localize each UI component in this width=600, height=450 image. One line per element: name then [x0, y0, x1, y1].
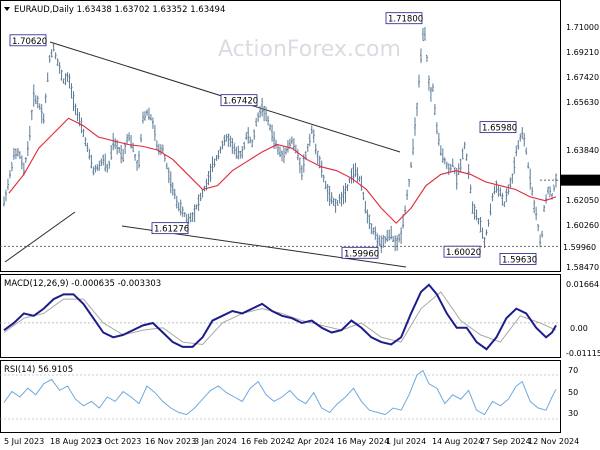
x-tick: 3 Jan 2024 [194, 437, 237, 446]
price-annotation-label: 1.65980 [482, 124, 517, 134]
price-panel [0, 0, 561, 272]
x-tick: 2 Apr 2024 [290, 437, 334, 446]
macd-y-tick: 0.01664 [566, 280, 599, 289]
macd-line [3, 283, 557, 351]
moving-average-layer [8, 117, 557, 224]
moving-average-line [8, 117, 557, 224]
rsi-title: RSI(14) 56.9105 [4, 365, 73, 375]
x-tick: 16 May 2024 [337, 437, 389, 446]
price-y-axis: 1.71000 1.69210 1.67420 1.65630 1.63840 … [566, 23, 599, 272]
current-price-tag: 1.63494 [563, 177, 596, 186]
rsi-panel [0, 360, 561, 433]
rsi-y-tick: 70 [568, 366, 578, 375]
x-tick: 1 Jul 2024 [386, 437, 426, 446]
price-y-tick: 1.63840 [566, 146, 599, 155]
price-series-layer [3, 26, 557, 254]
macd-title: MACD(12,26,9) -0.000635 -0.003303 [4, 279, 161, 289]
price-annotation-label: 1.60020 [446, 248, 481, 258]
watermark: ActionForex.com [218, 37, 401, 62]
x-tick: 27 Sep 2024 [480, 437, 531, 446]
price-annotation-box [151, 222, 189, 235]
price-annotation-label: 1.67420 [223, 97, 258, 107]
rsi-y-tick: 30 [568, 409, 578, 418]
price-y-tick: 1.67420 [566, 73, 599, 82]
rising-support-line [4, 211, 76, 263]
x-tick: 5 Jul 2023 [4, 437, 44, 446]
price-y-tick: 1.71000 [566, 23, 599, 32]
price-chart-title: EURAUD,Daily 1.63438 1.63702 1.63352 1.6… [14, 5, 225, 15]
price-annotation-box [220, 94, 258, 107]
x-tick: 14 Aug 2024 [432, 437, 483, 446]
rsi-y-axis: 70 50 30 [568, 366, 578, 418]
x-axis: 5 Jul 2023 18 Aug 2023 3 Oct 2023 16 Nov… [4, 437, 579, 446]
reference-level-tag: 1.59960 [563, 243, 596, 252]
macd-y-tick: -0.01115 [566, 349, 600, 358]
price-annotation-box [9, 34, 47, 47]
price-annotation-box [385, 12, 423, 25]
price-annotation-box [479, 121, 517, 134]
price-annotation-box [341, 246, 379, 259]
macd-y-tick: 0.00 [570, 324, 588, 333]
price-y-tick: 1.60260 [566, 221, 599, 230]
macd-layer [0, 283, 560, 351]
rsi-y-tick: 50 [568, 388, 578, 397]
rsi-layer [0, 369, 560, 420]
price-y-tick: 1.62050 [566, 196, 599, 205]
price-annotation-label: 1.70620 [12, 37, 47, 47]
x-tick: 3 Oct 2023 [97, 437, 141, 446]
x-tick: 18 Aug 2023 [50, 437, 101, 446]
price-annotations-layer: 1.70620 1.71800 1.67420 1.65980 1.61276 1.599… [0, 12, 600, 265]
price-y-tick: 1.65630 [566, 98, 599, 107]
price-annotation-label: 1.59960 [344, 249, 379, 259]
rsi-line [3, 369, 557, 416]
x-tick: 12 Nov 2024 [528, 437, 579, 446]
x-tick: 16 Feb 2024 [241, 437, 291, 446]
price-y-tick: 1.69210 [566, 48, 599, 57]
dropdown-arrow-icon[interactable] [4, 7, 10, 11]
price-annotation-label: 1.61276 [154, 225, 189, 235]
price-annotation-label: 1.71800 [388, 15, 423, 25]
x-tick: 16 Nov 2023 [145, 437, 196, 446]
reference-level-tag-bg [561, 241, 600, 252]
current-price-tag-bg [561, 174, 600, 186]
macd-signal-line [3, 291, 557, 345]
price-annotation-label: 1.59630 [502, 255, 537, 265]
price-annotation-box [499, 253, 537, 265]
macd-y-axis: 0.01664 0.00 -0.01115 [566, 280, 600, 358]
price-y-tick: 1.58470 [566, 263, 599, 272]
